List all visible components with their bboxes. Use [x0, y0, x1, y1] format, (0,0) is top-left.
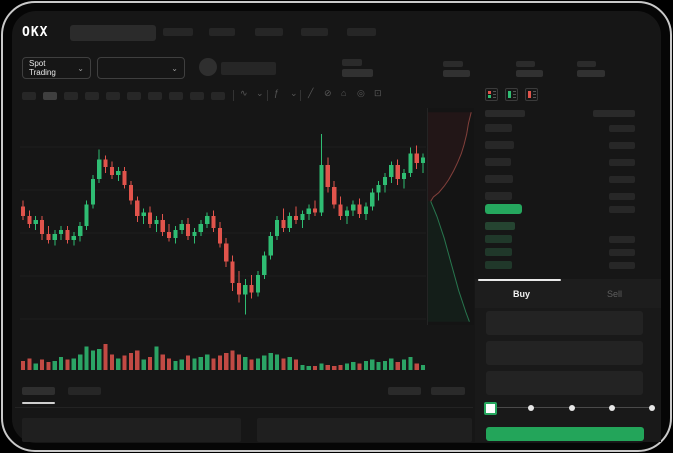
tab-sell[interactable]: Sell — [606, 288, 622, 299]
slider-stop[interactable] — [568, 405, 575, 411]
stat-label-placeholder — [577, 61, 596, 67]
eraser-tool-icon[interactable]: ⊘ — [324, 88, 332, 98]
bid-price-bar[interactable] — [485, 222, 515, 230]
indicators-icon[interactable]: ƒ — [274, 88, 280, 98]
okx-logo[interactable]: OKX — [22, 25, 49, 40]
slider-stop[interactable] — [649, 405, 655, 411]
last-price-label-placeholder — [342, 59, 362, 66]
bottom-tab-open-orders[interactable] — [22, 387, 55, 395]
depth-chart — [427, 108, 474, 325]
amount-input[interactable] — [486, 341, 643, 365]
divider — [15, 407, 473, 408]
orders-table-placeholder — [22, 418, 241, 442]
stat-label-placeholder — [516, 61, 535, 67]
bid-price-bar[interactable] — [485, 248, 512, 256]
chevron-down-icon: ⌄ — [77, 63, 84, 73]
pair-name-placeholder — [221, 62, 276, 75]
orderbook-combined-view-icon[interactable] — [485, 88, 498, 101]
nav-item-placeholder[interactable] — [209, 28, 235, 36]
timeframe-button[interactable] — [43, 92, 57, 100]
slider-stop[interactable] — [528, 405, 535, 411]
ask-amount-bar[interactable] — [609, 159, 635, 166]
stat-value-placeholder — [443, 70, 470, 77]
coin-avatar — [199, 58, 217, 76]
orderbook-asks-view-icon[interactable] — [525, 88, 538, 101]
bid-amount-bar[interactable] — [609, 236, 635, 243]
chevron-down-icon[interactable]: ⌄ — [256, 88, 264, 98]
total-input[interactable] — [486, 371, 643, 395]
snapshot-icon[interactable]: ⌂ — [341, 88, 347, 98]
toolbar-divider — [300, 90, 301, 101]
last-price-amount-bar — [609, 206, 635, 213]
timeframe-button[interactable] — [190, 92, 204, 100]
nav-item-placeholder[interactable] — [255, 28, 283, 36]
timeframe-button[interactable] — [64, 92, 78, 100]
tab-buy[interactable]: Buy — [512, 288, 530, 299]
toolbar-divider — [267, 90, 268, 101]
ask-price-bar[interactable] — [485, 158, 511, 166]
ask-price-bar[interactable] — [485, 141, 514, 149]
orderbook-price-header-placeholder — [485, 110, 525, 117]
bid-amount-bar[interactable] — [609, 262, 635, 269]
slider-handle[interactable] — [484, 402, 497, 415]
timeframe-button[interactable] — [211, 92, 225, 100]
candlestick-chart[interactable] — [20, 108, 426, 372]
orderbook-amount-header-placeholder — [593, 110, 635, 117]
market-type-selector[interactable]: Spot Trading ⌄ — [22, 57, 91, 79]
orders-table-placeholder — [257, 418, 472, 442]
ask-amount-bar[interactable] — [609, 125, 635, 132]
timeframe-button[interactable] — [22, 92, 36, 100]
bottom-action-placeholder[interactable] — [431, 387, 465, 395]
bid-price-bar[interactable] — [485, 261, 512, 269]
price-input[interactable] — [486, 311, 643, 335]
ask-amount-bar[interactable] — [609, 176, 635, 183]
orderbook-last-price — [485, 204, 522, 214]
nav-item-placeholder[interactable] — [163, 28, 193, 36]
chart-settings-icon[interactable]: ◎ — [357, 88, 365, 98]
pair-selector[interactable]: ⌄ — [97, 57, 185, 79]
market-type-label: Spot Trading — [29, 59, 56, 77]
bottom-tab-order-history[interactable] — [68, 387, 101, 395]
trade-tabbar — [475, 279, 661, 308]
timeframe-button[interactable] — [85, 92, 99, 100]
orderbook-bids-view-icon[interactable] — [505, 88, 518, 101]
timeframe-button[interactable] — [106, 92, 120, 100]
stat-value-placeholder — [516, 70, 543, 77]
trendline-tool-icon[interactable]: ╱ — [308, 88, 314, 98]
nav-item-placeholder[interactable] — [347, 28, 376, 36]
timeframe-button[interactable] — [169, 92, 183, 100]
ask-price-bar[interactable] — [485, 175, 513, 183]
stat-label-placeholder — [443, 61, 463, 67]
toolbar-divider — [233, 90, 234, 101]
chevron-down-icon: ⌄ — [171, 63, 178, 73]
active-tab-indicator — [478, 279, 561, 281]
fullscreen-icon[interactable]: ⊡ — [374, 88, 382, 98]
slider-stop[interactable] — [608, 405, 615, 411]
chevron-down-icon[interactable]: ⌄ — [290, 88, 298, 98]
bottom-active-tab-indicator — [22, 402, 55, 404]
bottom-action-placeholder[interactable] — [388, 387, 421, 395]
ask-price-bar[interactable] — [485, 192, 512, 200]
candle-type-icon[interactable]: ∿ — [240, 88, 248, 98]
timeframe-button[interactable] — [148, 92, 162, 100]
bid-price-bar[interactable] — [485, 235, 512, 243]
search-input[interactable] — [70, 25, 156, 41]
stat-value-placeholder — [577, 70, 605, 77]
bid-amount-bar[interactable] — [609, 249, 635, 256]
ask-price-bar[interactable] — [485, 124, 512, 132]
timeframe-button[interactable] — [127, 92, 141, 100]
nav-item-placeholder[interactable] — [301, 28, 328, 36]
last-price-value-placeholder — [342, 69, 373, 77]
buy-button[interactable] — [486, 427, 644, 441]
ask-amount-bar[interactable] — [609, 193, 635, 200]
ask-amount-bar[interactable] — [609, 142, 635, 149]
